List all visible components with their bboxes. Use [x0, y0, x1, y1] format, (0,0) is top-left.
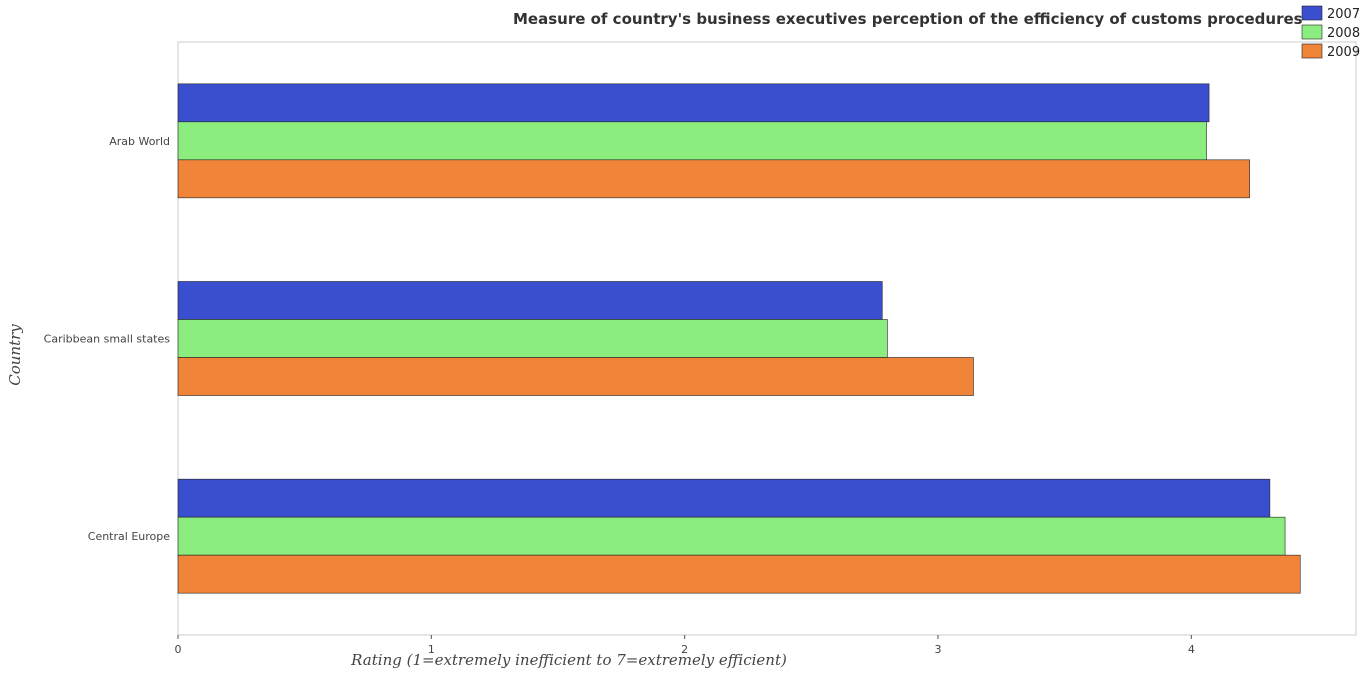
legend-label-2009: 2009 [1327, 45, 1360, 60]
bar-arab-world-2007 [177, 83, 1210, 123]
y-axis-label: Country [6, 324, 24, 386]
bar-arab-world-2008 [177, 121, 1207, 161]
x-tick-label: 1 [428, 643, 435, 656]
y-tick-label: Arab World [109, 135, 170, 148]
bar-caribbean-small-states-2008 [177, 319, 888, 358]
bar-central-europe-2009 [177, 554, 1301, 594]
legend-swatch-2009 [1301, 43, 1323, 59]
x-tick-labels: 0 1 2 3 4 [175, 635, 1195, 656]
y-tick-label: Central Europe [88, 530, 170, 543]
bar-arab-world-2009 [177, 159, 1250, 199]
x-axis-label: Rating (1=extremely inefficient to 7=ext… [350, 651, 787, 669]
x-tick-label: 0 [175, 643, 182, 656]
y-tick-labels: Arab World Caribbean small states Central … [44, 135, 171, 543]
legend-swatch-2008 [1301, 24, 1323, 40]
bar-central-europe-2008 [177, 516, 1286, 556]
bar-caribbean-small-states-2009 [177, 357, 974, 396]
x-tick-label: 2 [681, 643, 688, 656]
chart-title: Measure of country's business executives… [513, 10, 1303, 28]
legend-label-2007: 2007 [1327, 7, 1360, 22]
bar-central-europe-2007 [177, 478, 1271, 518]
legend-swatch-2007 [1301, 5, 1323, 21]
bar-caribbean-small-states-2007 [177, 281, 883, 320]
x-tick-label: 4 [1188, 643, 1195, 656]
legend-label-2008: 2008 [1327, 26, 1360, 41]
y-tick-label: Caribbean small states [44, 333, 171, 346]
x-tick-label: 3 [935, 643, 942, 656]
plot-area [177, 41, 1357, 636]
legend: 2007 2008 2009 [1301, 5, 1360, 60]
